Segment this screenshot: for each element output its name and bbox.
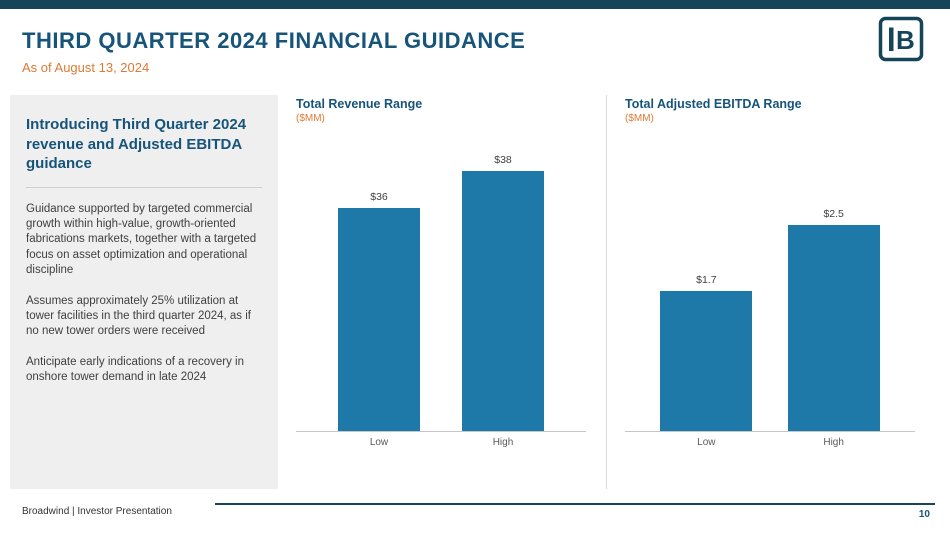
category-axis: Low High	[625, 437, 915, 448]
svg-text:B: B	[896, 25, 915, 55]
category-label-low: Low	[697, 437, 716, 448]
chart-unit-label: ($MM)	[296, 113, 325, 124]
bar-value-label: $1.7	[696, 273, 717, 286]
sidebar-heading: Introducing Third Quarter 2024 revenue a…	[26, 116, 247, 172]
bar-low	[338, 208, 420, 431]
chart-title: Total Adjusted EBITDA Range	[625, 97, 802, 111]
plot-area: $1.7 $2.5	[625, 134, 915, 432]
sidebar-paragraph: Guidance supported by targeted commercia…	[26, 202, 257, 277]
category-axis: Low High	[296, 437, 586, 448]
slide-footer: Broadwind | Investor Presentation 10	[0, 500, 950, 534]
sidebar-paragraph: Anticipate early indications of a recove…	[26, 355, 244, 384]
plot-area: $36 $38	[296, 134, 586, 432]
sidebar-paragraph: Assumes approximately 25% utilization at…	[26, 294, 252, 338]
bar-column-high: $38	[462, 134, 544, 431]
slide-header: THIRD QUARTER 2024 FINANCIAL GUIDANCE As…	[22, 28, 860, 75]
chart-unit-label: ($MM)	[625, 113, 654, 124]
bar-low	[660, 290, 753, 431]
bar-high	[787, 224, 880, 431]
footer-text: Broadwind | Investor Presentation	[22, 506, 172, 517]
chart-total-adjusted-ebitda-range: Total Adjusted EBITDA Range ($MM) $1.7 $…	[606, 95, 935, 489]
broadwind-logo-icon: B	[878, 16, 924, 62]
category-label-low: Low	[369, 437, 389, 448]
slide-body: Introducing Third Quarter 2024 revenue a…	[10, 95, 935, 489]
bar-column-high: $2.5	[787, 134, 880, 431]
bar-column-low: $36	[338, 134, 420, 431]
bar-column-low: $1.7	[660, 134, 753, 431]
chart-title: Total Revenue Range	[296, 97, 423, 111]
top-accent-bar	[0, 0, 950, 9]
chart-total-revenue-range: Total Revenue Range ($MM) $36 $38 Low Hi…	[278, 95, 606, 489]
sidebar-divider	[26, 186, 262, 188]
category-label-high: High	[492, 437, 514, 448]
footer-rule	[215, 503, 935, 505]
category-label-high: High	[823, 437, 844, 448]
page-title: THIRD QUARTER 2024 FINANCIAL GUIDANCE	[22, 28, 526, 53]
page-number: 10	[918, 509, 930, 520]
bar-value-label: $38	[494, 154, 512, 167]
page-subtitle: As of August 13, 2024	[22, 60, 150, 75]
bar-high	[462, 171, 544, 431]
bar-value-label: $2.5	[823, 207, 844, 220]
bar-value-label: $36	[370, 191, 388, 204]
key-messages-panel: Introducing Third Quarter 2024 revenue a…	[10, 95, 278, 489]
